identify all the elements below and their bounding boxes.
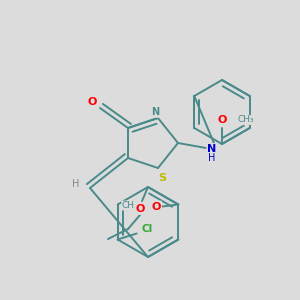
Text: O: O — [217, 115, 227, 125]
Text: O: O — [135, 204, 145, 214]
Text: N: N — [207, 144, 217, 154]
Text: O: O — [87, 97, 97, 107]
Text: N: N — [151, 107, 159, 117]
Text: O: O — [152, 202, 161, 212]
Text: CH₃: CH₃ — [122, 201, 138, 210]
Text: S: S — [158, 173, 166, 183]
Text: CH₃: CH₃ — [238, 116, 255, 124]
Text: H: H — [72, 179, 80, 189]
Text: H: H — [208, 153, 216, 163]
Text: Cl: Cl — [141, 224, 152, 235]
